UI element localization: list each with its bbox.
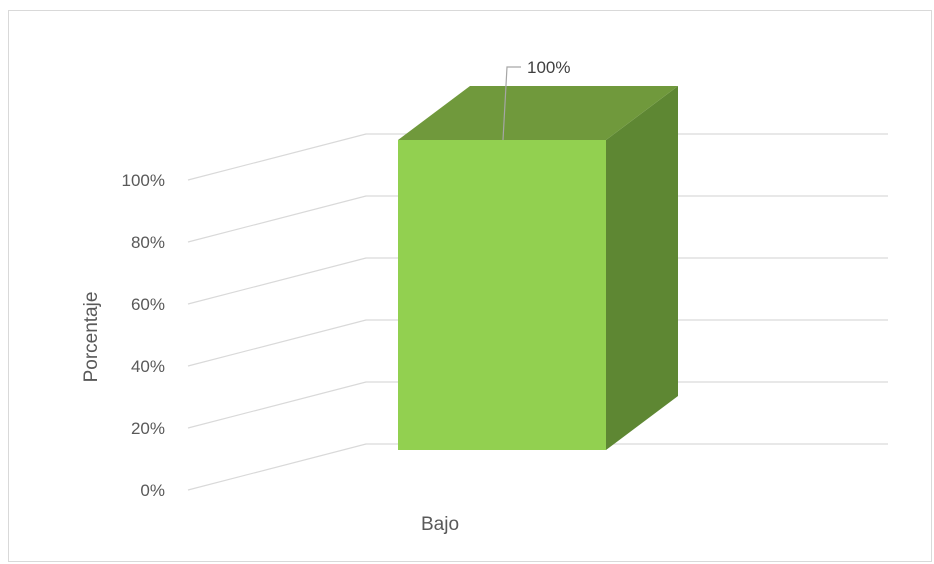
gridline	[187, 257, 888, 305]
y-tick-label: 60%	[131, 295, 165, 314]
gridline	[187, 443, 888, 491]
data-label-leader	[502, 66, 521, 141]
y-tick-label: 80%	[131, 233, 165, 252]
gridline	[187, 133, 888, 181]
x-category-label: Bajo	[421, 514, 459, 535]
y-tick-label: 20%	[131, 419, 165, 438]
y-tick-label: 40%	[131, 357, 165, 376]
bar-side	[606, 86, 678, 450]
y-tick-label: 0%	[140, 481, 165, 500]
y-tick-label: 100%	[122, 171, 165, 190]
y-axis-title: Porcentaje	[81, 292, 102, 383]
data-label: 100%	[527, 58, 570, 77]
gridline	[187, 381, 888, 429]
gridline	[187, 195, 888, 243]
bar-top	[398, 86, 678, 140]
gridline	[187, 319, 888, 367]
bar	[398, 140, 606, 450]
